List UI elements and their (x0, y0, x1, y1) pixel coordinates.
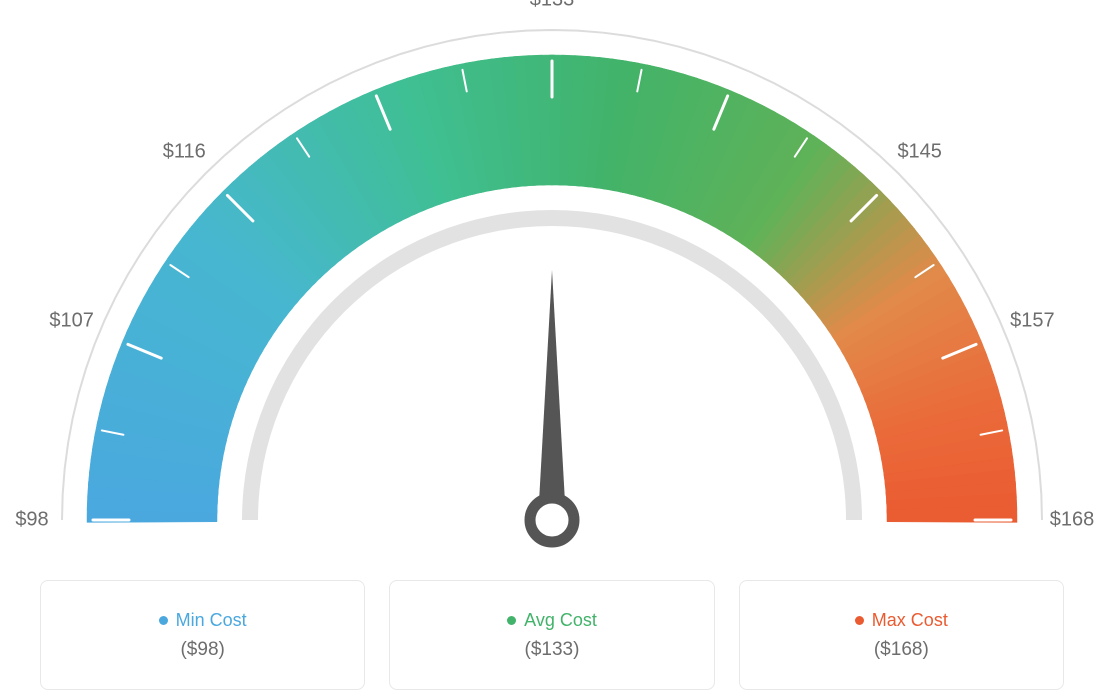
cost-gauge: $98 $107 $116 $133 $145 $157 $168 (0, 0, 1104, 560)
legend-card-max: Max Cost ($168) (739, 580, 1064, 690)
gauge-tick-label: $133 (530, 0, 575, 12)
gauge-tick-label: $145 (897, 141, 942, 164)
legend-dot-max (855, 616, 864, 625)
legend-value-min: ($98) (180, 639, 224, 661)
gauge-tick-label: $168 (1050, 509, 1095, 532)
legend-dot-min (159, 616, 168, 625)
gauge-tick-label: $107 (49, 310, 94, 333)
legend-dot-avg (507, 616, 516, 625)
legend-value-max: ($168) (874, 639, 929, 661)
legend-card-min: Min Cost ($98) (40, 580, 365, 690)
legend-label-min: Min Cost (176, 610, 247, 631)
legend-label-avg: Avg Cost (524, 610, 597, 631)
legend-card-avg: Avg Cost ($133) (389, 580, 714, 690)
gauge-tick-label: $116 (163, 141, 206, 164)
legend-row: Min Cost ($98) Avg Cost ($133) Max Cost … (0, 580, 1104, 690)
gauge-tick-label: $157 (1010, 310, 1055, 333)
legend-label-max: Max Cost (872, 610, 948, 631)
legend-value-avg: ($133) (525, 639, 580, 661)
gauge-tick-label: $98 (15, 509, 48, 532)
